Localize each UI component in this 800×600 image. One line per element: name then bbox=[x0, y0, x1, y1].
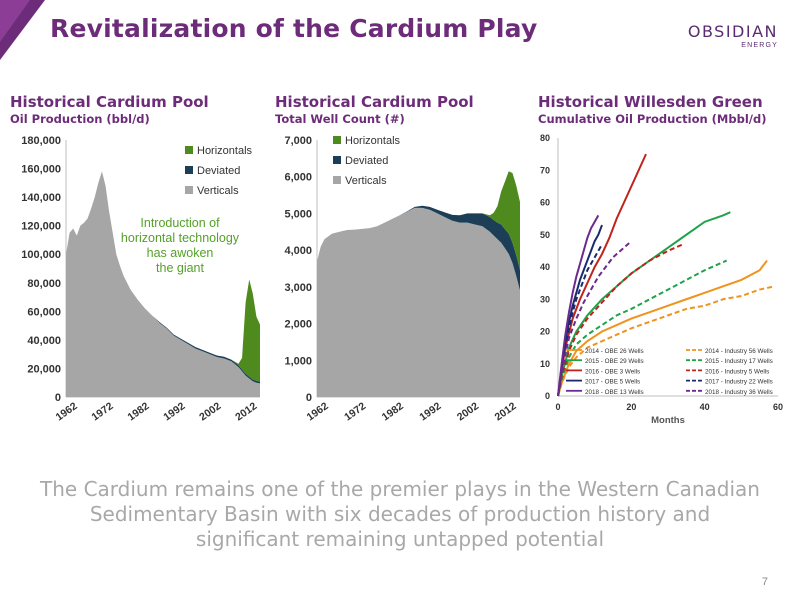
legend-swatch-horizontals bbox=[333, 136, 341, 144]
x-tick-label: 1982 bbox=[125, 400, 151, 423]
y-tick-label: 50 bbox=[540, 230, 550, 240]
y-tick-label: 100,000 bbox=[21, 249, 61, 261]
chart3-subtitle: Cumulative Oil Production (Mbbl/d) bbox=[538, 112, 767, 126]
y-tick-label: 2,000 bbox=[284, 319, 312, 331]
chart1-heading: Historical Cardium Pool Oil Production (… bbox=[10, 93, 209, 126]
chart2-heading: Historical Cardium Pool Total Well Count… bbox=[275, 93, 474, 126]
x-tick-label: 2002 bbox=[455, 400, 481, 423]
y-tick-label: 4,000 bbox=[284, 245, 312, 257]
chart3-heading: Historical Willesden Green Cumulative Oi… bbox=[538, 93, 766, 126]
y-tick-label: 160,000 bbox=[21, 164, 61, 176]
y-tick-label: 5,000 bbox=[284, 208, 312, 220]
y-tick-label: 30 bbox=[540, 294, 550, 304]
legend-label: 2014 - OBE 26 Wells bbox=[585, 348, 644, 355]
x-axis-title: Months bbox=[651, 415, 685, 426]
y-tick-label: 3,000 bbox=[284, 282, 312, 294]
x-tick-label: 20 bbox=[626, 402, 636, 412]
series-line bbox=[557, 259, 728, 397]
annotation-text: the giant bbox=[156, 261, 204, 275]
legend-label: 2018 - OBE 13 Wells bbox=[585, 389, 644, 396]
chart1-title: Historical Cardium Pool bbox=[10, 93, 209, 111]
y-tick-label: 0 bbox=[55, 392, 61, 404]
well-count-chart: 01,0002,0003,0004,0005,0006,0007,0001962… bbox=[284, 135, 520, 423]
page-number: 7 bbox=[761, 576, 768, 588]
y-tick-label: 40,000 bbox=[27, 335, 61, 347]
slide-title: Revitalization of the Cardium Play bbox=[50, 14, 538, 43]
y-tick-label: 80,000 bbox=[27, 278, 61, 290]
corner-chevron-icon bbox=[0, 0, 45, 60]
legend-swatch-verticals bbox=[333, 176, 341, 184]
area-verticals bbox=[317, 207, 520, 397]
series-line bbox=[557, 240, 632, 397]
cumulative-production-chart: 0 10 20 30 40 50 60 70 80 0 20 40 60 Months 2014 - OBE… bbox=[540, 133, 783, 426]
series-line bbox=[557, 243, 603, 397]
legend-label: 2015 - OBE 29 Wells bbox=[585, 358, 644, 365]
legend-swatch-verticals bbox=[185, 186, 193, 194]
y-tick-label: 10 bbox=[540, 359, 550, 369]
chart2-title: Historical Cardium Pool bbox=[275, 93, 474, 111]
legend-label: 2018 - Industry 36 Wells bbox=[705, 389, 773, 396]
area-verticals bbox=[66, 171, 260, 397]
y-tick-label: 60,000 bbox=[27, 306, 61, 318]
y-tick-label: 20 bbox=[540, 327, 550, 337]
x-tick-label: 1972 bbox=[89, 400, 115, 423]
x-tick-label: 1972 bbox=[342, 400, 368, 423]
legend-label: 2014 - Industry 56 Wells bbox=[705, 348, 773, 355]
series-line bbox=[557, 259, 768, 397]
y-tick-label: 6,000 bbox=[284, 172, 312, 184]
oil-production-chart: 0 20,000 40,000 60,000 80,000 100,000 120,000 1… bbox=[21, 135, 260, 423]
area-horizontals bbox=[66, 171, 260, 382]
annotation-text: horizontal technology bbox=[121, 231, 240, 245]
x-tick-label: 1982 bbox=[380, 400, 406, 423]
y-tick-label: 180,000 bbox=[21, 135, 61, 147]
legend-label: 2017 - Industry 22 Wells bbox=[705, 379, 773, 386]
x-tick-label: 2012 bbox=[493, 400, 519, 423]
x-tick-label: 1992 bbox=[417, 400, 443, 423]
y-tick-label: 140,000 bbox=[21, 192, 61, 204]
series-line bbox=[557, 243, 684, 397]
y-tick-label: 120,000 bbox=[21, 221, 61, 233]
company-logo: OBSIDIAN ENERGY bbox=[688, 22, 778, 49]
series-line bbox=[557, 214, 600, 397]
y-tick-label: 0 bbox=[306, 392, 312, 404]
annotation-text: has awoken bbox=[147, 246, 214, 260]
y-tick-label: 70 bbox=[540, 165, 550, 175]
y-tick-label: 20,000 bbox=[27, 363, 61, 375]
y-tick-label: 40 bbox=[540, 262, 550, 272]
legend-label: Horizontals bbox=[197, 145, 253, 157]
chart3-title: Historical Willesden Green bbox=[538, 93, 763, 111]
series-line bbox=[557, 285, 775, 397]
annotation-text: Introduction of bbox=[140, 216, 220, 230]
y-tick-label: 7,000 bbox=[284, 135, 312, 147]
legend-label: Deviated bbox=[197, 165, 240, 177]
x-tick-label: 0 bbox=[555, 402, 560, 412]
series-line bbox=[557, 153, 647, 397]
chart2-subtitle: Total Well Count (#) bbox=[275, 112, 405, 126]
legend-swatch-horizontals bbox=[185, 146, 193, 154]
legend-swatch-deviated bbox=[185, 166, 193, 174]
logo-line1: OBSIDIAN bbox=[687, 22, 778, 41]
x-tick-label: 60 bbox=[773, 402, 783, 412]
legend-label: Deviated bbox=[345, 155, 388, 167]
legend-swatch-deviated bbox=[333, 156, 341, 164]
y-tick-label: 80 bbox=[540, 133, 550, 143]
legend-label: Verticals bbox=[345, 175, 387, 187]
y-tick-label: 60 bbox=[540, 198, 550, 208]
x-tick-label: 2012 bbox=[233, 400, 259, 423]
footer-statement: The Cardium remains one of the premier p… bbox=[40, 477, 760, 551]
legend-label: Horizontals bbox=[345, 135, 401, 147]
chart1-subtitle: Oil Production (bbl/d) bbox=[10, 112, 150, 126]
x-tick-label: 2002 bbox=[197, 400, 223, 423]
x-tick-label: 40 bbox=[700, 402, 710, 412]
legend-label: 2016 - OBE 3 Wells bbox=[585, 368, 640, 375]
y-tick-label: 1,000 bbox=[284, 355, 312, 367]
legend-label: 2017 - OBE 5 Wells bbox=[585, 379, 640, 386]
logo-line2: ENERGY bbox=[741, 42, 778, 49]
legend-label: Verticals bbox=[197, 185, 239, 197]
legend-label: 2015 - Industry 17 Wells bbox=[705, 358, 773, 365]
legend-label: 2016 - Industry 5 Wells bbox=[705, 368, 769, 375]
x-tick-label: 1992 bbox=[161, 400, 187, 423]
y-tick-label: 0 bbox=[545, 391, 550, 401]
